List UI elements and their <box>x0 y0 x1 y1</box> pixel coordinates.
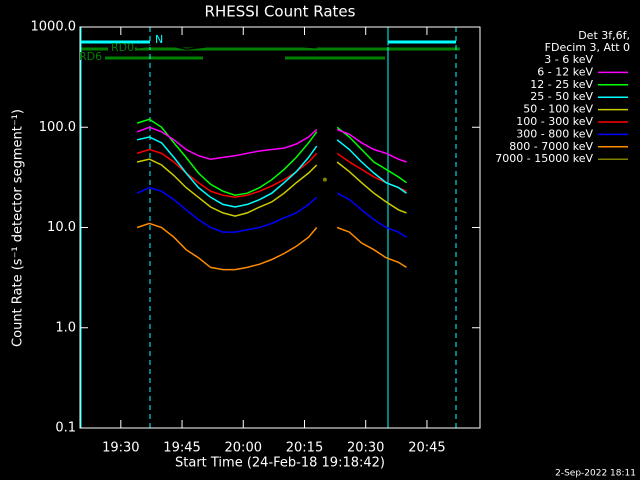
chart-title: RHESSI Count Rates <box>205 3 356 21</box>
annotation: RD0 <box>111 41 134 54</box>
legend-label: 100 - 300 keV <box>516 115 593 128</box>
legend-label: 300 - 800 keV <box>516 127 593 140</box>
x-tick-label: 20:30 <box>347 441 384 456</box>
y-axis-label: Count Rate (s⁻¹ detector segment⁻¹) <box>11 109 26 347</box>
y-tick-label: 0.1 <box>55 421 76 436</box>
series-line <box>136 136 407 208</box>
y-tick-label: 1000.0 <box>31 20 77 35</box>
legend-label: 12 - 25 keV <box>530 78 593 91</box>
series-line <box>137 34 407 50</box>
footer: 2-Sep-2022 18:11 <box>555 469 636 479</box>
data-point <box>322 177 327 182</box>
legend-header: FDecim 3, Att 0 <box>545 41 630 54</box>
series-line <box>136 158 407 217</box>
annotation: N <box>155 33 163 46</box>
x-tick-label: 20:00 <box>225 441 262 456</box>
plot-frame <box>79 26 481 429</box>
x-tick-label: 20:15 <box>286 441 323 456</box>
legend-label: 7000 - 15000 keV <box>495 152 593 165</box>
y-tick-label: 1.0 <box>55 320 76 335</box>
series-line <box>136 222 407 271</box>
legend-label: 6 - 12 keV <box>537 65 593 78</box>
legend-label: 50 - 100 keV <box>523 103 593 116</box>
legend-label: 25 - 50 keV <box>530 90 593 103</box>
x-axis-label: Start Time (24-Feb-18 19:18:42) <box>175 456 385 471</box>
legend-label: 3 - 6 keV <box>544 53 593 66</box>
annotation: RD6 <box>79 50 102 63</box>
series-line <box>136 118 407 196</box>
y-tick-label: 100.0 <box>39 120 76 135</box>
x-tick-label: 19:45 <box>163 441 200 456</box>
y-tick-label: 10.0 <box>47 220 76 235</box>
legend-header: Det 3f,6f, <box>578 29 630 42</box>
x-tick-label: 20:45 <box>408 441 445 456</box>
status-bars <box>80 27 460 428</box>
series-line <box>136 186 407 238</box>
series-line <box>136 148 407 199</box>
series-line <box>136 126 407 163</box>
legend-label: 800 - 7000 keV <box>509 140 593 153</box>
x-tick-label: 19:30 <box>102 441 139 456</box>
